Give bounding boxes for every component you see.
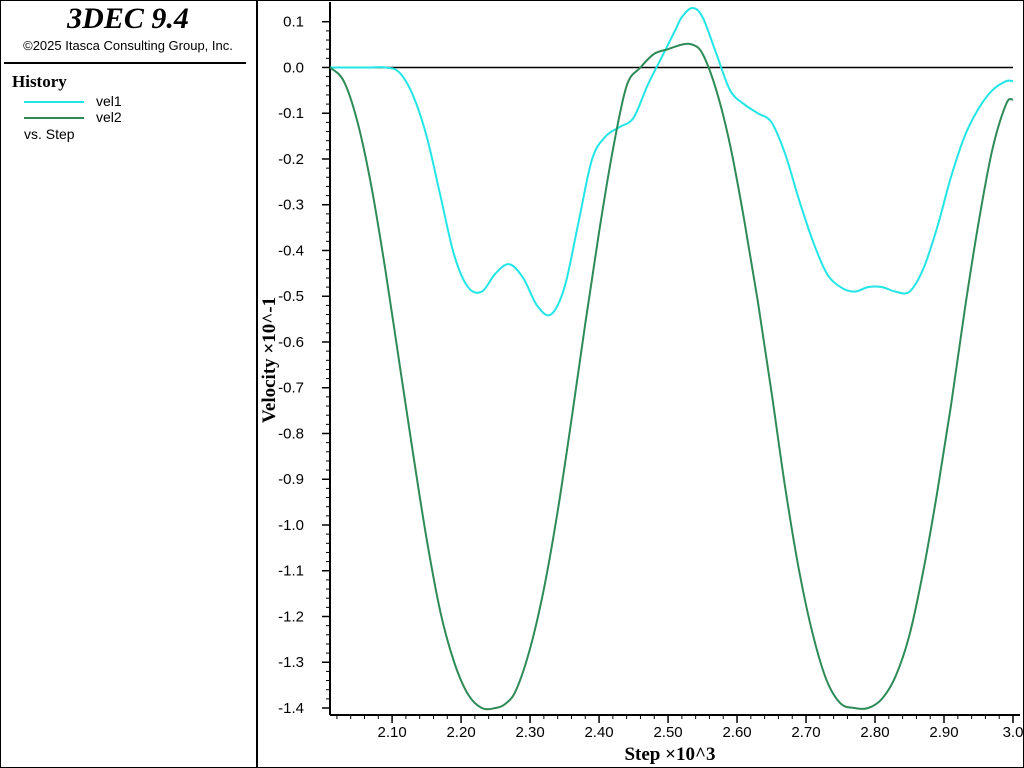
legend-label-vel1: vel1 [96, 93, 122, 109]
axes-layer: 0.1 0.0 -0.1 -0.2 -0.3 -0.4 -0.5 -0.6 -0.7 -0.8 -0… [278, 2, 1023, 741]
y-axis-title: Velocity ×10^-1 [259, 297, 280, 423]
x-tick-label: 2.10 [377, 724, 406, 741]
y-tick-label: -0.7 [278, 380, 304, 397]
legend-heading: History [12, 72, 67, 91]
y-tick-label: -0.3 [278, 197, 304, 214]
series-layer [329, 7, 1014, 711]
y-tick-label: -0.9 [278, 471, 304, 488]
panel-divider [256, 0, 258, 768]
x-tick-label: 2.60 [722, 724, 751, 741]
y-tick-label: -0.2 [278, 151, 304, 168]
legend-item-vel2: vel2 [24, 109, 244, 126]
legend-item-vel1: vel1 [24, 93, 244, 110]
legend-swatch-vel2 [24, 117, 84, 119]
y-tick-label: 0.1 [283, 14, 304, 31]
y-tick-label: 0.0 [283, 59, 304, 76]
x-tick-label: 2.90 [929, 724, 958, 741]
legend-swatch-vel1 [24, 101, 84, 103]
legend-label-vel2: vel2 [96, 109, 122, 125]
x-tick-label: 2.80 [860, 724, 889, 741]
y-tick-label: -0.1 [278, 105, 304, 122]
y-tick-label: -0.6 [278, 334, 304, 351]
x-tick-label: 2.70 [791, 724, 820, 741]
series-line-vel1 [330, 7, 1014, 317]
y-tick-label: -1.0 [278, 517, 304, 534]
series-line-vel2 [329, 42, 1014, 711]
y-tick-label: -1.1 [278, 563, 304, 580]
app-title: 3DEC 9.4 [67, 2, 189, 35]
x-tick-label: 2.50 [653, 724, 682, 741]
y-tick-label: -1.2 [278, 608, 304, 625]
x-tick-label: 2.30 [515, 724, 544, 741]
copyright-text: ©2025 Itasca Consulting Group, Inc. [23, 38, 233, 53]
y-tick-label: -1.3 [278, 654, 304, 671]
y-tick-label: -1.4 [278, 700, 304, 717]
x-tick-label: 2.20 [446, 724, 475, 741]
legend-vs-label: vs. Step [24, 126, 75, 142]
y-tick-label: -0.4 [278, 242, 304, 259]
y-tick-label: -0.8 [278, 425, 304, 442]
y-tick-label: -0.5 [278, 288, 304, 305]
x-tick-label: 2.40 [584, 724, 613, 741]
header-rule [4, 62, 246, 64]
x-tick-label: 3.0 [1003, 724, 1024, 741]
x-axis-title: Step ×10^3 [624, 744, 715, 765]
